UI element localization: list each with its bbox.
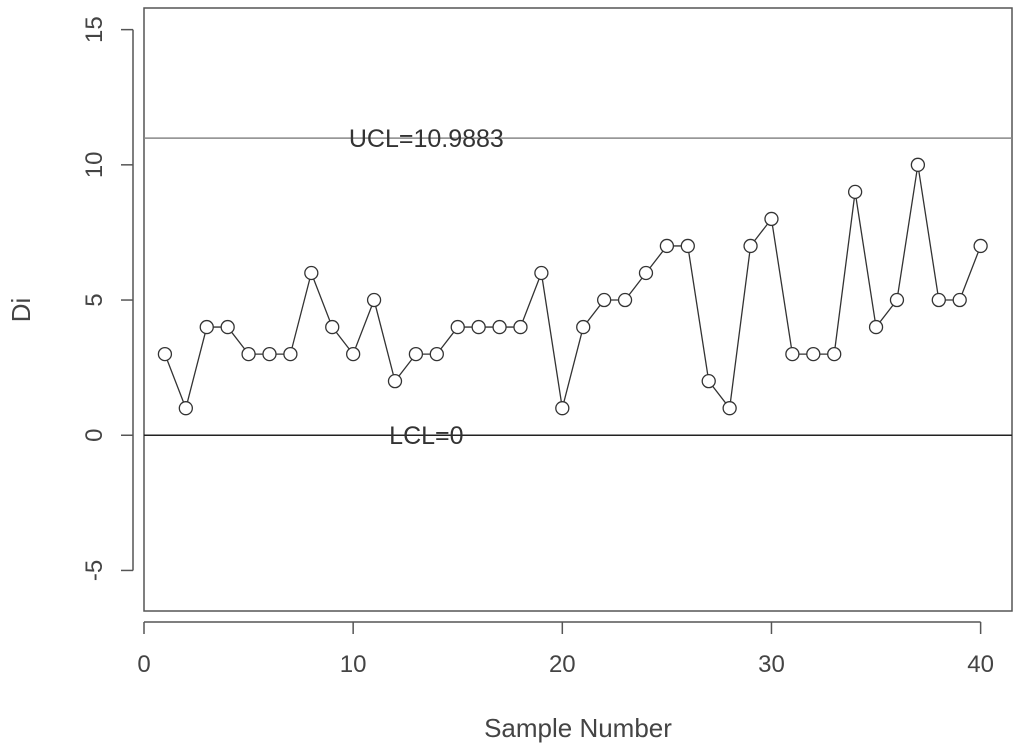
data-point bbox=[304, 265, 319, 281]
data-point bbox=[973, 238, 988, 254]
data-point bbox=[157, 346, 173, 362]
data-point bbox=[701, 374, 716, 389]
x-tick-label: 10 bbox=[340, 651, 367, 678]
data-point bbox=[910, 157, 926, 172]
data-point bbox=[638, 265, 654, 281]
data-point bbox=[492, 319, 507, 335]
data-point bbox=[576, 319, 591, 335]
data-point bbox=[868, 319, 884, 335]
series-line bbox=[164, 164, 982, 411]
data-point bbox=[346, 346, 361, 362]
data-point bbox=[617, 292, 633, 308]
reference-line-label: LCL=0 bbox=[389, 422, 463, 450]
data-point bbox=[408, 346, 424, 362]
data-point bbox=[596, 292, 612, 308]
x-axis: 0 10 20 30 40 bbox=[137, 621, 994, 678]
data-point bbox=[680, 238, 695, 254]
data-point bbox=[555, 401, 570, 416]
y-tick-label: 5 bbox=[81, 293, 108, 306]
data-point bbox=[847, 184, 863, 200]
x-tick-label: 30 bbox=[758, 651, 785, 678]
data-point bbox=[450, 319, 465, 335]
data-point bbox=[743, 238, 758, 254]
data-point bbox=[952, 292, 967, 308]
series-line-group bbox=[164, 164, 982, 411]
data-point bbox=[827, 346, 842, 362]
data-point bbox=[659, 238, 675, 254]
data-point bbox=[199, 319, 214, 335]
data-point bbox=[722, 401, 737, 416]
data-point bbox=[806, 346, 821, 362]
data-point bbox=[178, 401, 193, 416]
x-tick-label: 0 bbox=[137, 651, 150, 678]
reference-lines: UCL=10.9883 LCL=0 bbox=[144, 125, 1012, 450]
data-point bbox=[366, 292, 382, 308]
y-tick-label: -5 bbox=[81, 560, 108, 581]
data-point bbox=[889, 292, 905, 308]
y-axis-title: Di bbox=[6, 298, 36, 323]
y-axis: -5 0 5 10 15 bbox=[81, 16, 134, 581]
data-point bbox=[262, 346, 277, 362]
x-tick-label: 20 bbox=[549, 651, 576, 678]
y-tick-label: 10 bbox=[81, 151, 108, 178]
data-points bbox=[157, 157, 988, 416]
data-point bbox=[534, 265, 549, 281]
data-point bbox=[785, 346, 800, 362]
plot-frame bbox=[143, 7, 1013, 612]
data-point bbox=[283, 346, 298, 362]
y-tick-label: 0 bbox=[81, 429, 108, 442]
data-point bbox=[387, 374, 403, 389]
reference-line-label: UCL=10.9883 bbox=[349, 125, 504, 153]
data-point bbox=[220, 319, 235, 335]
y-tick-label: 15 bbox=[81, 16, 108, 43]
data-point bbox=[325, 319, 340, 335]
x-tick-label: 40 bbox=[967, 651, 994, 678]
x-axis-title: Sample Number bbox=[484, 713, 672, 743]
data-point bbox=[931, 292, 946, 308]
data-point bbox=[471, 319, 486, 335]
data-point bbox=[764, 211, 779, 227]
data-point bbox=[429, 346, 444, 362]
data-point bbox=[513, 319, 528, 335]
data-point bbox=[241, 346, 256, 362]
